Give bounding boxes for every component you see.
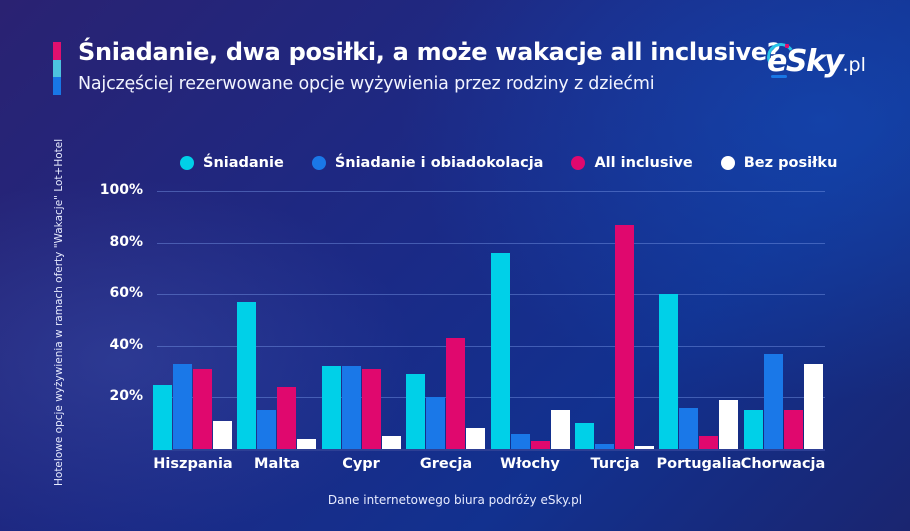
bar [153, 385, 172, 450]
x-axis-line [152, 449, 825, 451]
bar [511, 434, 530, 449]
y-tick-label: 100% [99, 182, 143, 198]
chart-legend: Śniadanie Śniadanie i obiadokolacja All in… [180, 152, 865, 174]
legend-item: Śniadanie [180, 155, 284, 171]
y-tick-label: 40% [109, 337, 143, 353]
gridline [157, 243, 825, 244]
bar [551, 410, 570, 449]
legend-swatch-icon [571, 156, 586, 170]
legend-item: All inclusive [571, 155, 693, 171]
bar [193, 369, 212, 449]
logo-name: eSky [767, 44, 844, 79]
bar [659, 294, 678, 449]
bar [531, 441, 550, 449]
chart-title: Śniadanie, dwa posiłki, a może wakacje a… [78, 38, 781, 66]
bar [406, 374, 425, 449]
bar [466, 428, 485, 449]
logo-accent-icon [785, 44, 789, 48]
bar [237, 302, 256, 449]
y-tick-label: 80% [109, 234, 143, 250]
bar [297, 439, 316, 449]
legend-label: Śniadanie [203, 155, 284, 171]
logo-suffix: .pl [842, 54, 866, 76]
bar [322, 366, 341, 449]
source-note: Dane internetowego biura podróży eSky.pl [327, 493, 583, 507]
gridline [157, 191, 825, 192]
bar [382, 436, 401, 449]
legend-label: Śniadanie i obiadokolacja [334, 155, 544, 171]
bar [744, 410, 763, 449]
legend-swatch-icon [720, 156, 735, 170]
x-tick-label: Włochy [500, 456, 560, 472]
title-accent-cyan [53, 60, 61, 77]
chart-subtitle: Najczęściej rezerwowane opcje wyżywienia… [78, 74, 655, 94]
bar [491, 253, 510, 449]
bar [635, 446, 654, 449]
x-tick-label: Turcja [590, 456, 640, 472]
bar [784, 410, 803, 449]
bar [426, 397, 445, 449]
bar [719, 400, 738, 449]
bar [575, 423, 594, 449]
bar [615, 225, 634, 449]
x-tick-label: Malta [254, 456, 300, 472]
legend-item: Śniadanie i obiadokolacja [311, 155, 544, 171]
y-tick-label: 20% [109, 388, 143, 404]
x-tick-label: Cypr [342, 456, 380, 472]
bar [804, 364, 823, 449]
bar [764, 354, 783, 449]
x-tick-label: Chorwacja [740, 456, 826, 472]
bar [699, 436, 718, 449]
legend-item: Bez posiłku [720, 155, 838, 171]
bar [257, 410, 276, 449]
legend-label: Bez posiłku [743, 155, 838, 171]
legend-swatch-icon [311, 156, 326, 170]
x-tick-label: Grecja [419, 456, 473, 472]
title-accent-blue [53, 77, 61, 95]
x-tick-label: Hiszpania [153, 456, 233, 472]
bar [679, 408, 698, 449]
bar [342, 366, 361, 449]
title-accent-pink [53, 42, 61, 60]
bar [213, 421, 232, 449]
bar [173, 364, 192, 449]
legend-label: All inclusive [594, 155, 693, 171]
y-axis-label: Hotelowe opcje wyżywienia w ramach ofert… [53, 138, 65, 486]
logo-wordmark: eSky.pl [767, 44, 866, 79]
bar [277, 387, 296, 449]
bar [362, 369, 381, 449]
esky-logo: eSky.pl [764, 40, 866, 84]
y-tick-label: 60% [109, 285, 143, 301]
x-tick-label: Portugalia [656, 456, 742, 472]
legend-swatch-icon [180, 156, 194, 170]
bar [595, 444, 614, 449]
logo-underline-icon [771, 75, 787, 78]
bar [446, 338, 465, 449]
